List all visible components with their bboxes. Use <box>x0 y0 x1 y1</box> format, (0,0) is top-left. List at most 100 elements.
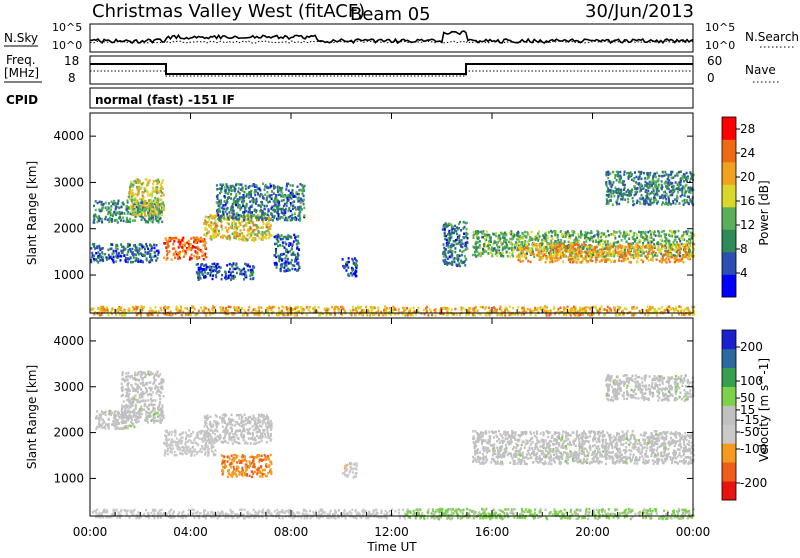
power-cell <box>283 236 285 239</box>
power-cell <box>212 270 214 273</box>
power-cell <box>122 217 124 220</box>
power-cell <box>185 250 187 253</box>
power-cell <box>134 219 136 222</box>
power-cell <box>652 187 654 190</box>
power-cell <box>232 233 234 236</box>
power-cell <box>356 267 358 270</box>
power-cell <box>298 265 300 268</box>
power-cell <box>230 209 232 212</box>
power-cell <box>615 245 617 248</box>
power-cell <box>665 239 667 242</box>
power-cell <box>252 278 254 281</box>
power-cell <box>549 261 551 264</box>
power-cell <box>668 240 670 243</box>
power-region-0 <box>93 199 165 224</box>
power-cell <box>102 256 104 259</box>
freq-label-2: [MHz] <box>4 66 39 80</box>
power-cell <box>685 184 687 187</box>
power-cell <box>541 252 543 255</box>
power-cell <box>443 243 445 246</box>
power-cell <box>121 206 123 209</box>
power-cell <box>105 207 107 210</box>
power-cell <box>284 246 286 249</box>
power-cell <box>678 238 680 241</box>
power-cell <box>463 233 465 236</box>
power-cell <box>255 190 257 193</box>
power-region-8 <box>342 257 359 277</box>
power-cell <box>143 306 145 309</box>
power-cell <box>238 238 240 241</box>
power-cell <box>251 271 253 274</box>
power-cell <box>221 215 223 218</box>
power-cell <box>238 218 240 221</box>
power-cell <box>142 254 144 257</box>
power-cell <box>454 229 456 232</box>
power-cell <box>252 197 254 200</box>
power-cell <box>639 201 641 204</box>
power-cell <box>674 236 676 239</box>
power-cell <box>688 235 690 238</box>
power-cell <box>254 209 256 212</box>
nsky-label: N.Sky <box>4 31 38 45</box>
power-cell <box>156 186 158 189</box>
power-cell <box>234 268 236 271</box>
power-cell <box>293 265 295 268</box>
power-cell <box>451 308 453 311</box>
power-cell <box>230 226 232 229</box>
power-cell <box>298 212 300 215</box>
power-cell <box>111 218 113 221</box>
power-cell <box>345 269 347 272</box>
power-cell <box>112 307 114 310</box>
power-cell <box>221 278 223 281</box>
power-cell <box>142 246 144 249</box>
power-cell <box>586 248 588 251</box>
power-cell <box>484 238 486 241</box>
power-cell <box>259 227 261 230</box>
power-cell <box>234 188 236 191</box>
power-cell <box>97 251 99 254</box>
power-cell <box>573 239 575 242</box>
power-cell <box>238 268 240 271</box>
power-cell <box>690 178 692 181</box>
power-cell <box>118 217 120 220</box>
power-cell <box>131 248 133 251</box>
power-cell <box>141 205 143 208</box>
power-cell <box>243 219 245 222</box>
power-cell <box>113 256 115 259</box>
power-cell <box>306 306 308 309</box>
power-cell <box>599 260 601 263</box>
power-cell <box>674 198 676 201</box>
power-cell <box>93 205 95 208</box>
power-cell <box>125 208 127 211</box>
power-cell <box>435 314 437 317</box>
power-cell <box>509 238 511 241</box>
power-cell <box>92 243 94 246</box>
power-cell <box>572 243 574 246</box>
power-cell <box>581 261 583 264</box>
power-cell <box>244 205 246 208</box>
power-cell <box>537 239 539 242</box>
power-cell <box>198 273 200 276</box>
power-cell <box>278 213 280 216</box>
power-cell <box>285 188 287 191</box>
power-cell <box>267 222 269 225</box>
power-cell <box>96 260 98 263</box>
power-cell <box>236 218 238 221</box>
power-cell <box>642 231 644 234</box>
power-cell <box>114 204 116 207</box>
power-cell <box>270 212 272 215</box>
power-cell <box>150 313 152 316</box>
power-cell <box>493 306 495 309</box>
power-cell <box>359 306 361 309</box>
power-cell <box>369 314 371 317</box>
power-cell <box>235 204 237 207</box>
power-cell <box>90 247 92 250</box>
power-cell <box>658 232 660 235</box>
power-cell <box>647 186 649 189</box>
power-cell <box>278 310 280 313</box>
power-cell <box>595 261 597 264</box>
power-cell <box>140 187 142 190</box>
power-cell <box>601 232 603 235</box>
power-cell <box>354 271 356 274</box>
power-cell <box>512 251 514 254</box>
